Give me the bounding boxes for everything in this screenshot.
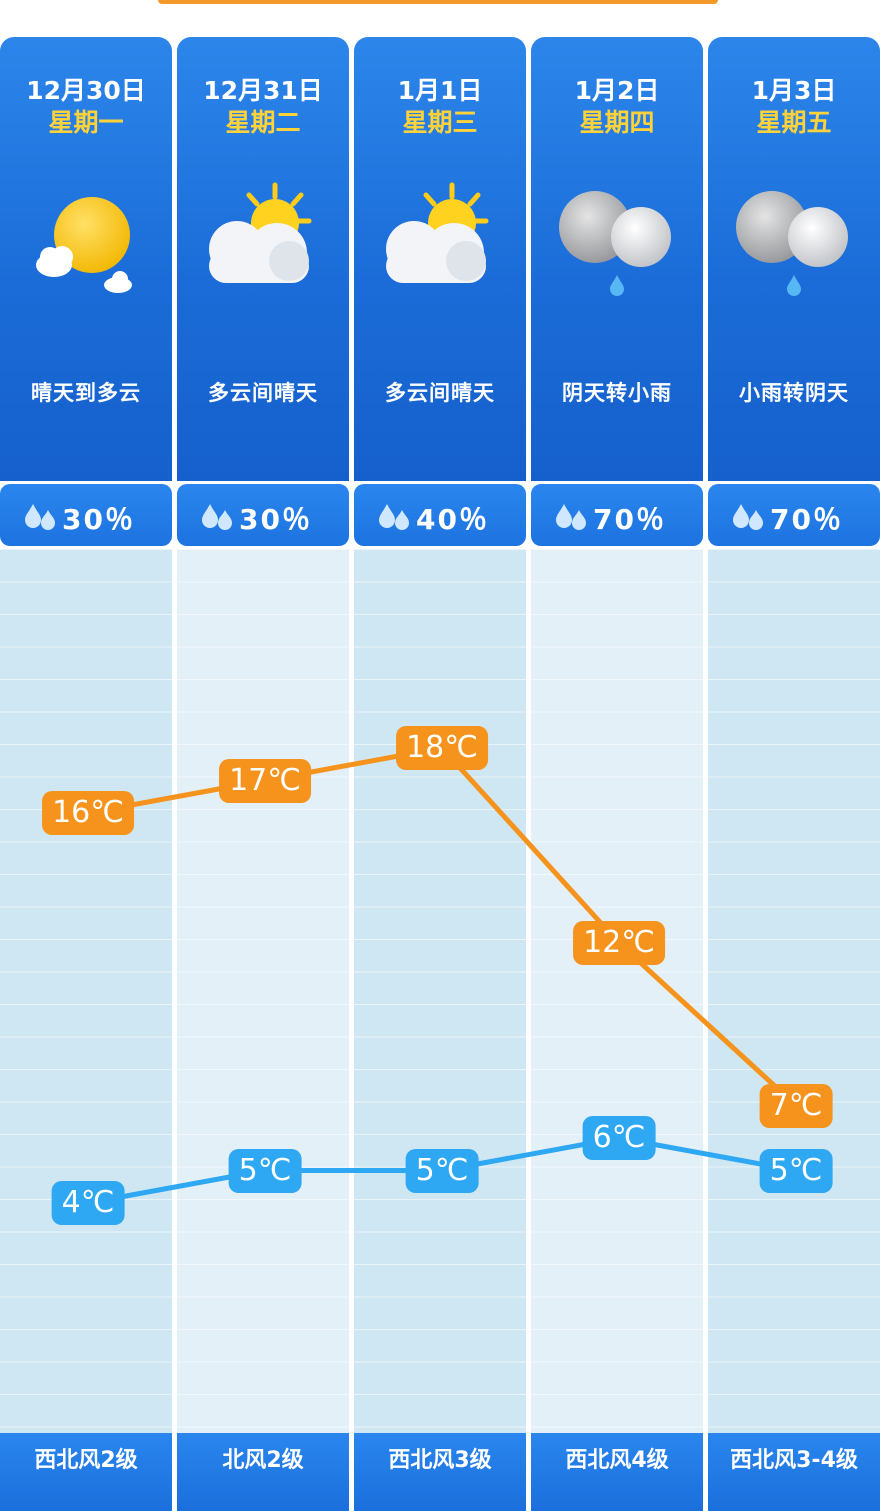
day-weekday: 星期三 — [402, 108, 478, 137]
day-weekday: 星期二 — [225, 108, 301, 137]
rain-probability: 30％ — [0, 484, 172, 546]
raindrop-icon — [379, 504, 409, 530]
sun-cloud-icon — [20, 177, 152, 297]
raindrop-icon — [556, 504, 586, 530]
day-date: 12月30日 — [26, 76, 146, 105]
day-header: 12月30日 星期一 晴天到多云 — [0, 37, 172, 481]
wind-label: 西北风4级 — [531, 1433, 703, 1511]
rain-percent: 70％ — [593, 503, 666, 536]
cloud-sun-icon — [197, 177, 329, 297]
day-description: 阴天转小雨 — [562, 381, 672, 405]
day-column-3: 1月1日 星期三 多云间晴天 40％ 西北风3级 — [354, 37, 526, 1511]
rain-probability: 30％ — [177, 484, 349, 546]
day-description: 晴天到多云 — [31, 381, 141, 405]
day-weekday: 星期一 — [48, 108, 124, 137]
day-date: 1月2日 — [574, 76, 660, 105]
cloud-rain-icon — [728, 177, 860, 297]
day-date: 1月1日 — [397, 76, 483, 105]
rain-percent: 30％ — [62, 503, 135, 536]
day-column-5: 1月3日 星期五 小雨转阴天 70％ 西北风3-4级 — [708, 37, 880, 1511]
day-column-2: 12月31日 星期二 多云间晴天 30％ 北风2级 — [177, 37, 349, 1511]
cloud-sun-icon — [374, 177, 506, 297]
day-date: 12月31日 — [203, 76, 323, 105]
raindrop-icon — [202, 504, 232, 530]
chart-band — [354, 549, 526, 1434]
raindrop-icon — [733, 504, 763, 530]
day-column-4: 1月2日 星期四 阴天转小雨 70％ 西北风4级 — [531, 37, 703, 1511]
day-header: 1月3日 星期五 小雨转阴天 — [708, 37, 880, 481]
wind-label: 西北风3级 — [354, 1433, 526, 1511]
day-weekday: 星期四 — [579, 108, 655, 137]
day-weekday: 星期五 — [756, 108, 832, 137]
raindrop-icon — [25, 504, 55, 530]
day-description: 多云间晴天 — [208, 381, 318, 405]
day-header: 1月1日 星期三 多云间晴天 — [354, 37, 526, 481]
chart-band — [177, 549, 349, 1434]
cloud-rain-icon — [551, 177, 683, 297]
day-description: 多云间晴天 — [385, 381, 495, 405]
day-column-1: 12月30日 星期一 晴天到多云 30％ 西北风2级 — [0, 37, 172, 1511]
chart-band — [531, 549, 703, 1434]
rain-probability: 40％ — [354, 484, 526, 546]
rain-probability: 70％ — [531, 484, 703, 546]
day-description: 小雨转阴天 — [739, 381, 849, 405]
day-header: 1月2日 星期四 阴天转小雨 — [531, 37, 703, 481]
rain-probability: 70％ — [708, 484, 880, 546]
day-date: 1月3日 — [751, 76, 837, 105]
top-accent-bar — [158, 0, 718, 4]
rain-percent: 70％ — [770, 503, 843, 536]
chart-band — [0, 549, 172, 1434]
chart-band — [708, 549, 880, 1434]
rain-percent: 30％ — [239, 503, 312, 536]
wind-label: 北风2级 — [177, 1433, 349, 1511]
wind-label: 西北风3-4级 — [708, 1433, 880, 1511]
rain-percent: 40％ — [416, 503, 489, 536]
day-header: 12月31日 星期二 多云间晴天 — [177, 37, 349, 481]
wind-label: 西北风2级 — [0, 1433, 172, 1511]
